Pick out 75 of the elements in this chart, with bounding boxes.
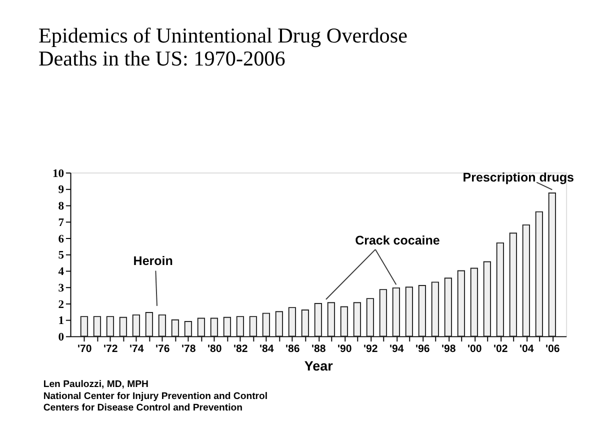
y-tick-label: 8 <box>58 200 64 213</box>
x-tick-label: '78 <box>182 343 196 356</box>
x-tick-label: '74 <box>130 343 144 356</box>
bar <box>197 318 206 337</box>
bar <box>418 284 426 337</box>
x-tick-label: '94 <box>390 343 404 356</box>
bar <box>262 312 270 337</box>
bar <box>509 232 518 337</box>
bar <box>314 302 322 337</box>
y-tick-label: 5 <box>58 250 64 262</box>
annotation: Prescription drugs <box>462 170 574 184</box>
bar <box>171 319 180 337</box>
bar <box>210 318 218 337</box>
y-tick-label: 6 <box>58 233 64 246</box>
bar <box>145 312 154 337</box>
y-tick-label: 4 <box>58 266 64 278</box>
bar <box>158 314 166 337</box>
bar <box>119 316 128 337</box>
y-tick-label: 7 <box>58 216 64 229</box>
x-tick-label: '88 <box>312 343 326 356</box>
bar <box>483 261 492 337</box>
bar <box>301 310 310 337</box>
bar <box>80 316 88 337</box>
bar <box>535 211 544 337</box>
y-tick-label: 9 <box>58 184 64 196</box>
x-tick-label: '80 <box>208 343 222 356</box>
bar <box>548 192 556 337</box>
bar <box>405 286 414 337</box>
y-tick-label: 3 <box>58 282 64 294</box>
bar <box>184 320 192 337</box>
x-tick-label: '86 <box>286 343 300 356</box>
annotation: Heroin <box>133 254 173 268</box>
x-tick-label: '00 <box>468 343 482 356</box>
bar <box>444 278 452 337</box>
x-tick-label: '76 <box>156 343 170 356</box>
annotation: Crack cocaine <box>355 233 440 248</box>
y-tick-label: 1 <box>58 315 64 328</box>
x-tick-label: '70 <box>78 343 92 356</box>
y-tick-label: 0 <box>58 332 64 344</box>
text: National Center for Injury Prevention and Control <box>43 390 268 402</box>
x-tick-label: '02 <box>494 343 508 356</box>
bar <box>431 282 440 337</box>
x-tick-label: '72 <box>104 343 118 356</box>
x-tick-label: '06 <box>546 343 560 356</box>
bar <box>132 314 140 337</box>
x-tick-label: '90 <box>338 343 352 356</box>
x-tick-label: '96 <box>416 343 430 356</box>
bar <box>496 242 504 337</box>
bar <box>327 302 336 337</box>
y-tick-label: 10 <box>52 168 64 180</box>
bar <box>379 289 388 337</box>
bar <box>236 316 244 337</box>
y-tick-label: 2 <box>58 298 64 311</box>
x-tick-label: '04 <box>520 343 534 356</box>
text: Len Paulozzi, MD, MPH <box>43 379 149 390</box>
bar <box>93 316 102 337</box>
bar <box>288 307 296 337</box>
bar <box>249 316 258 337</box>
bar <box>457 270 466 337</box>
x-tick-label: '92 <box>364 343 378 356</box>
bar <box>392 287 400 337</box>
x-axis-title: Year <box>304 358 334 374</box>
bar <box>340 306 348 337</box>
x-tick-label: '98 <box>442 343 456 356</box>
bar <box>353 302 362 337</box>
x-tick-label: '82 <box>234 343 248 356</box>
text: Centers for Disease Control and Prevention <box>43 402 243 414</box>
x-tick-label: '84 <box>260 343 274 356</box>
bar <box>223 316 232 337</box>
bar <box>522 224 530 337</box>
bar <box>470 268 478 337</box>
bar <box>366 298 374 337</box>
chart-title: Epidemics of Unintentional Drug Overdose Deaths in the US: 1970-2006 <box>38 24 408 71</box>
bar <box>275 311 284 337</box>
bar <box>106 316 114 337</box>
